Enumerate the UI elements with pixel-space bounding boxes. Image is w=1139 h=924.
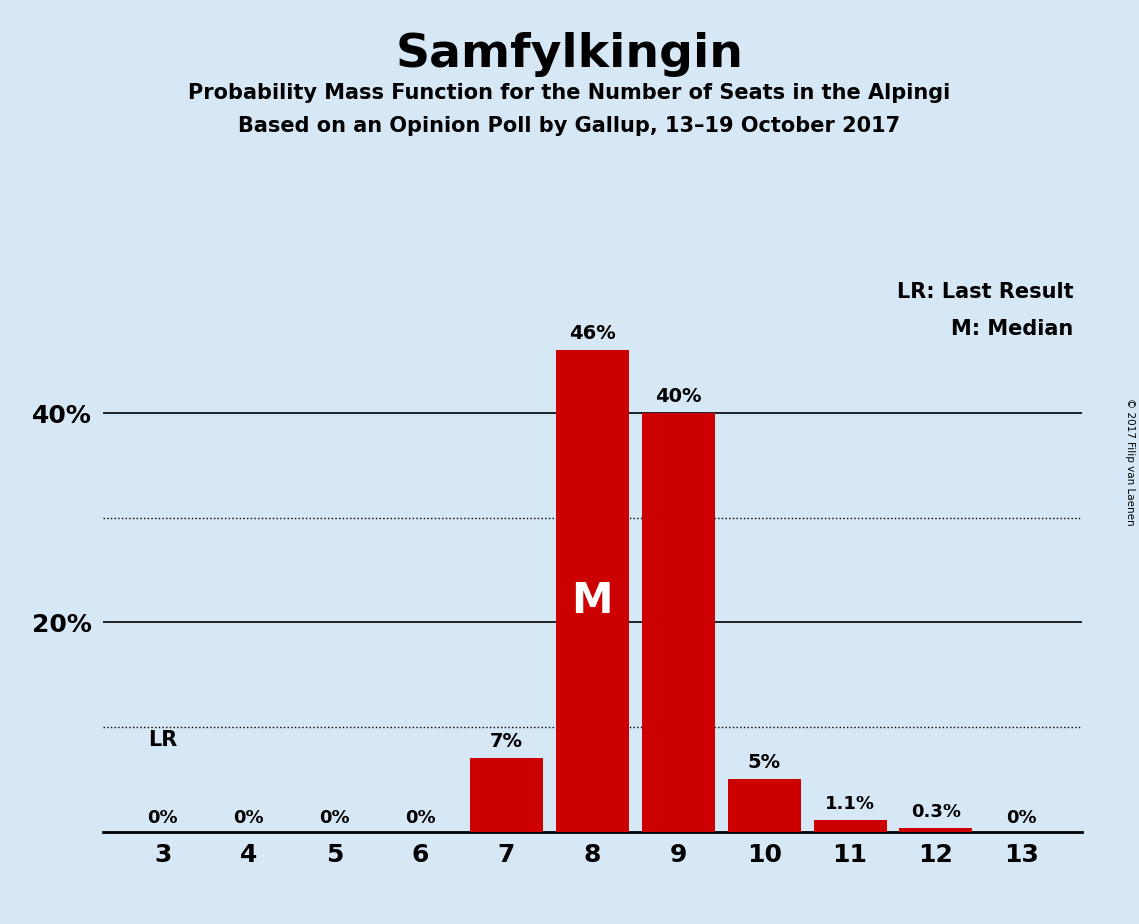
Text: 0%: 0% xyxy=(405,809,436,827)
Bar xyxy=(728,779,801,832)
Bar xyxy=(900,829,973,832)
Bar xyxy=(556,350,629,832)
Text: 46%: 46% xyxy=(568,324,616,343)
Text: 40%: 40% xyxy=(655,387,702,406)
Text: M: M xyxy=(572,580,613,623)
Text: Samfylkingin: Samfylkingin xyxy=(395,32,744,78)
Text: 0%: 0% xyxy=(147,809,178,827)
Bar xyxy=(641,413,714,832)
Text: © 2017 Filip van Laenen: © 2017 Filip van Laenen xyxy=(1125,398,1134,526)
Text: 0%: 0% xyxy=(1007,809,1038,827)
Text: 0.3%: 0.3% xyxy=(911,803,961,821)
Text: Probability Mass Function for the Number of Seats in the Alpingi: Probability Mass Function for the Number… xyxy=(188,83,951,103)
Text: M: Median: M: Median xyxy=(951,319,1073,339)
Text: 0%: 0% xyxy=(233,809,264,827)
Text: Based on an Opinion Poll by Gallup, 13–19 October 2017: Based on an Opinion Poll by Gallup, 13–1… xyxy=(238,116,901,137)
Bar xyxy=(813,821,886,832)
Bar xyxy=(469,759,543,832)
Text: 7%: 7% xyxy=(490,732,523,751)
Text: LR: LR xyxy=(148,730,178,750)
Text: 5%: 5% xyxy=(747,753,780,772)
Text: 1.1%: 1.1% xyxy=(825,795,875,813)
Text: 0%: 0% xyxy=(319,809,350,827)
Text: LR: Last Result: LR: Last Result xyxy=(896,283,1073,302)
